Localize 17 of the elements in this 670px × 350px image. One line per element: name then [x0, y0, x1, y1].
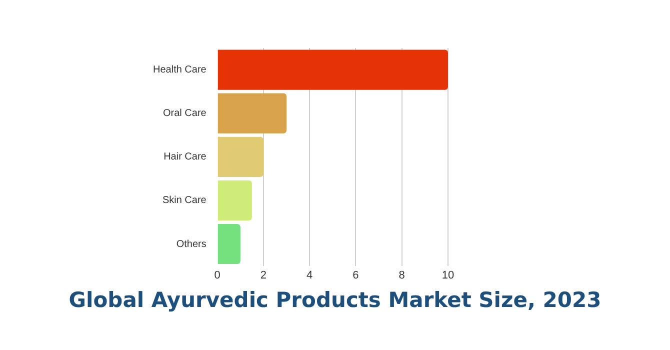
bar: [218, 136, 264, 177]
bar: [218, 224, 240, 264]
x-tick-label: 2: [260, 269, 267, 282]
y-tick-label: Skin Care: [162, 195, 207, 206]
y-tick-label: Health Care: [153, 64, 207, 76]
y-tick-label: Hair Care: [164, 152, 207, 163]
bar: [218, 180, 252, 220]
bar: [218, 50, 448, 90]
y-tick-label: Others: [176, 238, 206, 250]
x-tick-label: 10: [442, 269, 454, 282]
x-tick-label: 6: [352, 269, 359, 282]
text: Global Ayurvedic Products Market Size, 2023: [68, 288, 602, 312]
y-tick-label: Oral Care: [163, 108, 207, 120]
bar: [218, 93, 287, 134]
x-tick-label: 0: [214, 269, 220, 282]
x-tick-label: 8: [398, 269, 405, 282]
x-tick-label: 4: [306, 269, 313, 282]
